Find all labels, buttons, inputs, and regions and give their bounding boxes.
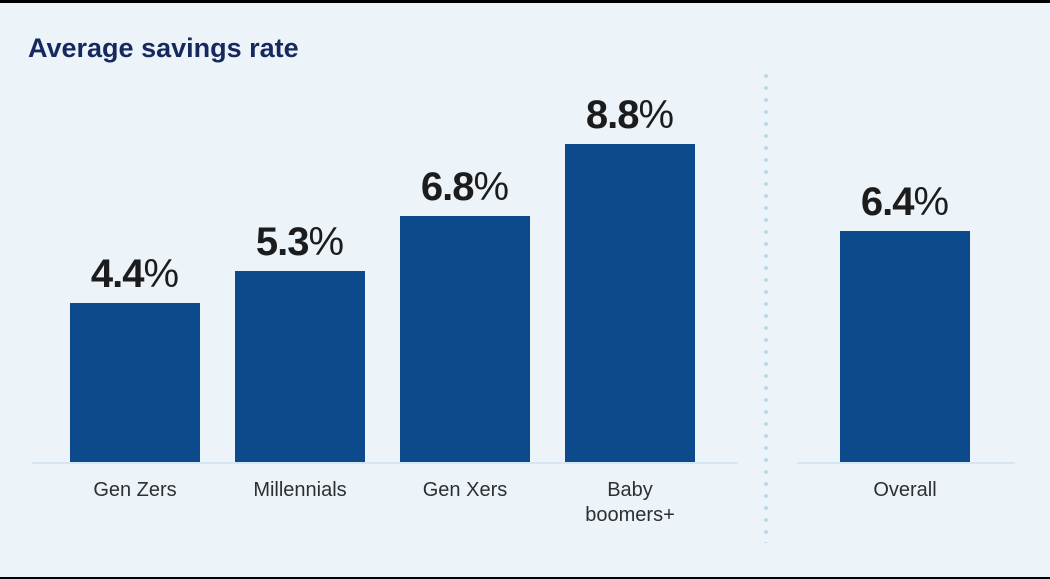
value-number: 8.8	[585, 92, 640, 137]
bar	[840, 230, 970, 463]
category-label: Baby boomers+	[585, 479, 675, 526]
chart-title: Average savings rate	[28, 33, 299, 63]
x-axis-baseline-right	[797, 462, 1015, 464]
value-number: 5.3	[255, 219, 310, 264]
bar-value-label: 8.8%	[530, 95, 730, 135]
category-label: Millennials	[253, 479, 347, 501]
dotted-separator-line	[763, 73, 769, 543]
bar-value-label: 6.4%	[805, 182, 1005, 222]
percent-sign: %	[308, 219, 345, 264]
value-number: 6.8	[420, 165, 475, 210]
percent-sign: %	[913, 179, 950, 224]
bar	[565, 143, 695, 463]
bar-value-label: 5.3%	[200, 222, 400, 262]
category-label: Gen Zers	[93, 479, 177, 501]
bar	[400, 216, 530, 463]
value-number: 6.4	[860, 179, 915, 224]
bar	[235, 270, 365, 463]
bar	[70, 303, 200, 463]
bar-value-label: 6.8%	[365, 167, 565, 207]
category-label: Gen Xers	[422, 479, 508, 501]
category-label: Overall	[873, 479, 937, 501]
percent-sign: %	[473, 165, 510, 210]
x-axis-baseline-left	[32, 462, 738, 464]
plot-area: 4.4% 5.3% 6.8% 8.8% 6.4%	[35, 95, 1005, 463]
bar-value-label: 4.4%	[35, 254, 235, 294]
top-edge-border	[0, 0, 1050, 3]
percent-sign: %	[638, 92, 675, 137]
percent-sign: %	[143, 252, 180, 297]
value-number: 4.4	[90, 252, 145, 297]
bottom-edge-border	[0, 577, 1050, 579]
